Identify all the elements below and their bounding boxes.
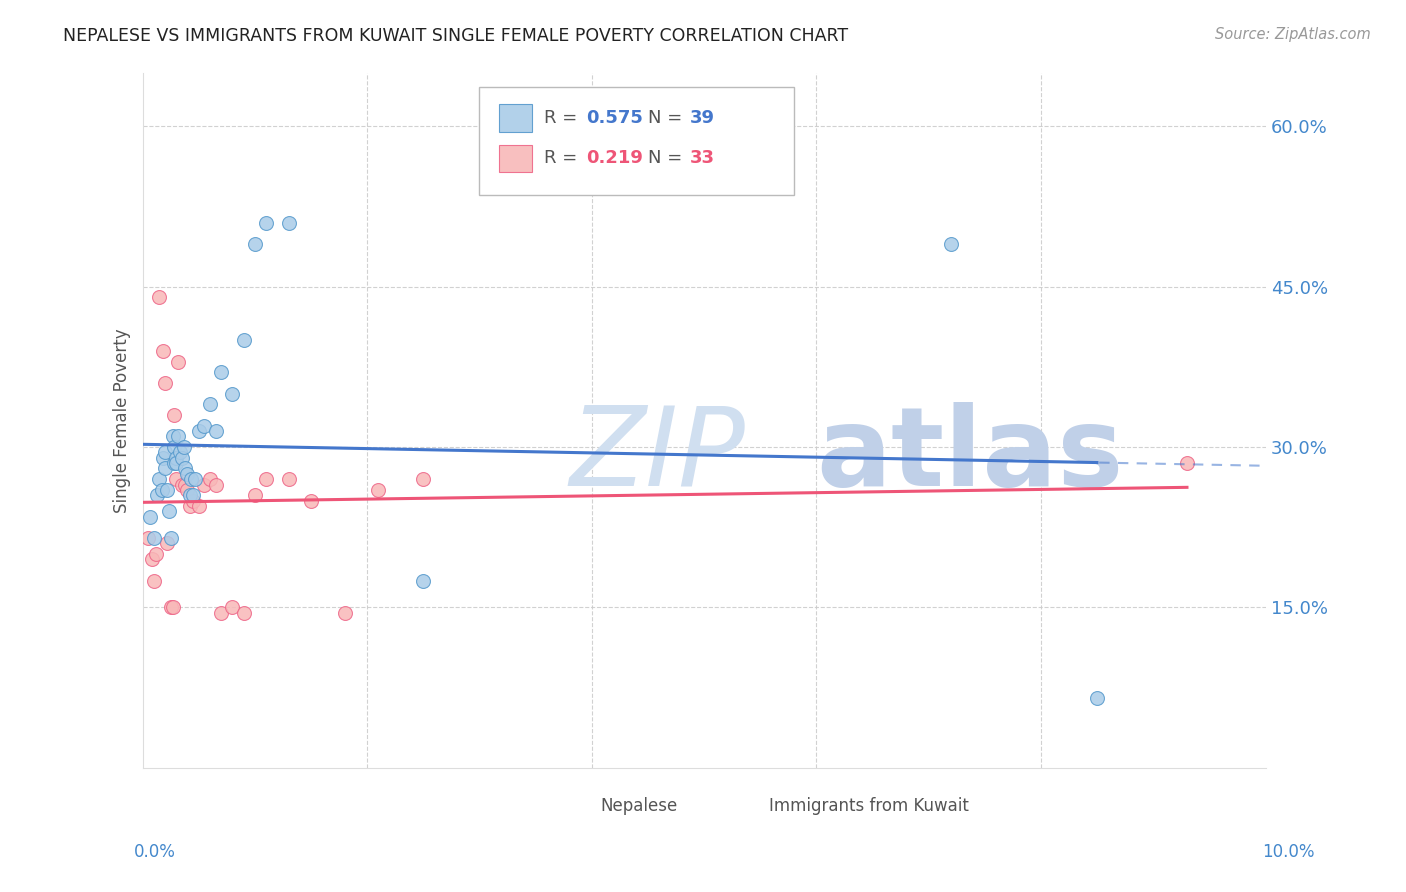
Text: 39: 39: [689, 109, 714, 128]
Text: 0.219: 0.219: [586, 150, 643, 168]
Point: [221, 600, 243, 615]
Point: [176, 467, 198, 481]
Point: [412, 574, 434, 588]
Point: [1175, 456, 1198, 470]
Point: [153, 461, 176, 475]
Point: [232, 333, 254, 347]
Point: [176, 483, 198, 497]
Text: R =: R =: [544, 109, 582, 128]
Point: [180, 472, 202, 486]
Point: [277, 216, 299, 230]
Point: [152, 343, 174, 358]
Point: [150, 483, 173, 497]
Point: [165, 456, 187, 470]
Text: 0.575: 0.575: [586, 109, 643, 128]
Text: 33: 33: [689, 150, 714, 168]
Point: [221, 386, 243, 401]
Point: [277, 472, 299, 486]
Point: [162, 429, 184, 443]
Point: [184, 472, 207, 486]
Point: [412, 472, 434, 486]
Point: [333, 606, 356, 620]
Point: [941, 237, 963, 252]
Point: [193, 477, 215, 491]
FancyBboxPatch shape: [479, 87, 794, 194]
Text: R =: R =: [544, 150, 582, 168]
Point: [152, 450, 174, 465]
Text: ZIP: ZIP: [569, 401, 745, 508]
Point: [148, 290, 170, 304]
Bar: [499, 145, 533, 172]
Text: Source: ZipAtlas.com: Source: ZipAtlas.com: [1215, 27, 1371, 42]
Point: [254, 472, 277, 486]
Point: [181, 488, 204, 502]
Point: [173, 440, 195, 454]
Point: [165, 450, 187, 465]
Point: [243, 237, 266, 252]
Point: [169, 445, 191, 459]
Point: [156, 483, 179, 497]
Point: [1085, 691, 1108, 706]
Point: [198, 472, 221, 486]
Point: [142, 574, 165, 588]
Point: [136, 531, 159, 545]
Point: [145, 547, 167, 561]
Point: [139, 509, 162, 524]
Point: [170, 450, 193, 465]
Point: [204, 424, 226, 438]
Point: [163, 408, 186, 422]
Point: [165, 472, 187, 486]
Point: [163, 440, 186, 454]
Bar: [569, 797, 592, 814]
Point: [159, 504, 181, 518]
Point: [170, 477, 193, 491]
Point: [167, 429, 190, 443]
Point: [187, 499, 209, 513]
Point: [174, 477, 197, 491]
Point: [367, 483, 389, 497]
Point: [179, 488, 201, 502]
Point: [162, 600, 184, 615]
Point: [146, 488, 169, 502]
Point: [254, 216, 277, 230]
Point: [163, 456, 186, 470]
Text: N =: N =: [648, 150, 688, 168]
Point: [232, 606, 254, 620]
Point: [174, 461, 197, 475]
Point: [187, 424, 209, 438]
Point: [153, 445, 176, 459]
Point: [209, 365, 232, 379]
Point: [159, 531, 181, 545]
Text: N =: N =: [648, 109, 688, 128]
Point: [153, 376, 176, 390]
Point: [167, 354, 190, 368]
Text: Immigrants from Kuwait: Immigrants from Kuwait: [769, 797, 969, 815]
Text: 10.0%: 10.0%: [1263, 843, 1315, 861]
Point: [142, 531, 165, 545]
Point: [299, 493, 322, 508]
Point: [179, 499, 201, 513]
Point: [159, 600, 181, 615]
Point: [198, 397, 221, 411]
Bar: [738, 797, 761, 814]
Point: [193, 418, 215, 433]
Point: [243, 488, 266, 502]
Point: [181, 493, 204, 508]
Text: 0.0%: 0.0%: [134, 843, 176, 861]
Point: [148, 472, 170, 486]
Text: Nepalese: Nepalese: [600, 797, 678, 815]
Point: [204, 477, 226, 491]
Point: [141, 552, 163, 566]
Text: NEPALESE VS IMMIGRANTS FROM KUWAIT SINGLE FEMALE POVERTY CORRELATION CHART: NEPALESE VS IMMIGRANTS FROM KUWAIT SINGL…: [63, 27, 848, 45]
Y-axis label: Single Female Poverty: Single Female Poverty: [114, 328, 131, 513]
Point: [209, 606, 232, 620]
Text: atlas: atlas: [817, 401, 1123, 508]
Bar: [499, 104, 533, 132]
Point: [156, 536, 179, 550]
